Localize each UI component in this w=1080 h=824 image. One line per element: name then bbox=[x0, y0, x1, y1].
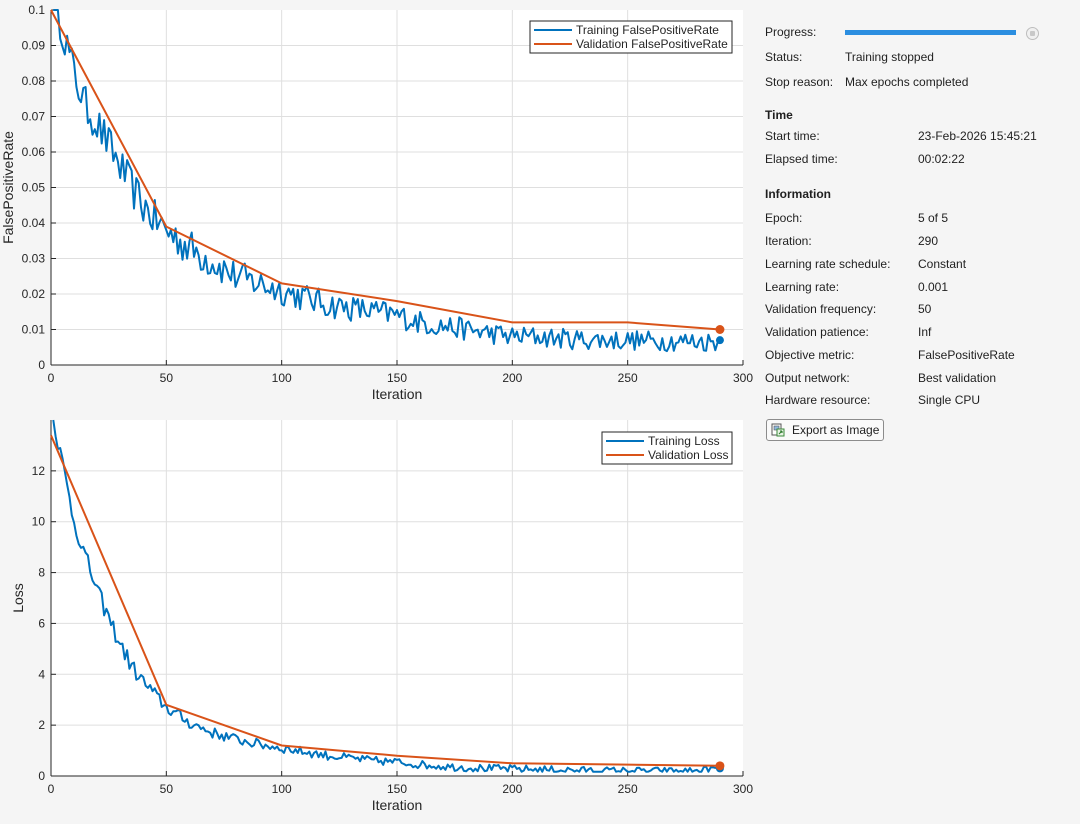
legend-box bbox=[601, 431, 733, 465]
x-tick-label: 0 bbox=[48, 371, 55, 385]
legend-validation-label: Validation FalsePositiveRate bbox=[576, 37, 728, 51]
export-as-image-button[interactable]: Export as Image bbox=[766, 419, 884, 441]
y-axis-label: FalsePositiveRate bbox=[0, 131, 16, 244]
training-series-line bbox=[52, 419, 721, 773]
y-tick-label: 0 bbox=[38, 769, 45, 783]
x-tick-label: 250 bbox=[618, 371, 638, 385]
elapsed-time-label: Elapsed time: bbox=[765, 152, 838, 166]
status-label: Status: bbox=[765, 50, 803, 64]
info-label: Objective metric: bbox=[765, 348, 855, 362]
info-label: Learning rate: bbox=[765, 280, 840, 294]
legend-box bbox=[529, 20, 733, 54]
y-tick-label: 0 bbox=[38, 358, 45, 372]
elapsed-time-value: 00:02:22 bbox=[918, 152, 965, 166]
y-tick-label: 0.07 bbox=[22, 110, 46, 124]
legend-training-label: Training FalsePositiveRate bbox=[576, 23, 719, 37]
x-tick-label: 300 bbox=[733, 782, 753, 796]
legend-validation-label: Validation Loss bbox=[648, 448, 729, 462]
y-tick-label: 10 bbox=[32, 515, 46, 529]
start-time-value: 23-Feb-2026 15:45:21 bbox=[918, 129, 1037, 143]
info-label: Validation patience: bbox=[765, 325, 869, 339]
y-tick-label: 0.05 bbox=[22, 181, 46, 195]
info-value: Constant bbox=[918, 257, 967, 271]
x-tick-label: 250 bbox=[618, 782, 638, 796]
validation-series-line bbox=[50, 434, 720, 767]
x-tick-label: 100 bbox=[272, 371, 292, 385]
validation-final-point bbox=[715, 761, 725, 771]
validation-series-line bbox=[50, 9, 720, 331]
info-value: 50 bbox=[918, 302, 932, 316]
y-axis-label: Loss bbox=[10, 583, 26, 613]
x-tick-label: 200 bbox=[502, 782, 522, 796]
info-label: Epoch: bbox=[765, 211, 803, 225]
stop-training-button[interactable] bbox=[1026, 27, 1039, 40]
progress-bar bbox=[845, 30, 1016, 35]
legend-training-label: Training Loss bbox=[648, 434, 720, 448]
y-tick-label: 0.03 bbox=[22, 252, 46, 266]
export-button-label: Export as Image bbox=[792, 423, 880, 437]
stop-reason-label: Stop reason: bbox=[765, 75, 834, 89]
info-label: Output network: bbox=[765, 371, 850, 385]
info-value: Best validation bbox=[918, 371, 997, 385]
loss-chart: 0 50 100 150 200 250 300 0 2 4 6 8 10 12 Iteration Loss… bbox=[10, 419, 753, 813]
info-value: 290 bbox=[918, 234, 939, 248]
y-tick-label: 0.04 bbox=[22, 216, 46, 230]
x-tick-label: 150 bbox=[387, 782, 407, 796]
y-tick-label: 0.09 bbox=[22, 39, 46, 53]
info-value: 0.001 bbox=[918, 280, 949, 294]
info-value: 5 of 5 bbox=[918, 211, 949, 225]
info-value: Single CPU bbox=[918, 393, 981, 407]
stop-reason-value: Max epochs completed bbox=[845, 75, 969, 89]
info-value: Inf bbox=[918, 325, 932, 339]
validation-final-point bbox=[715, 325, 725, 334]
x-axis-label: Iteration bbox=[372, 797, 423, 813]
x-tick-label: 50 bbox=[160, 782, 174, 796]
x-tick-label: 200 bbox=[502, 371, 522, 385]
y-tick-label: 0.08 bbox=[22, 74, 46, 88]
x-tick-label: 150 bbox=[387, 371, 407, 385]
info-label: Hardware resource: bbox=[765, 393, 871, 407]
training-final-point bbox=[715, 336, 724, 345]
info-label: Iteration: bbox=[765, 234, 812, 248]
y-tick-label: 0.1 bbox=[28, 3, 45, 17]
info-value: FalsePositiveRate bbox=[918, 348, 1015, 362]
x-tick-label: 300 bbox=[733, 371, 753, 385]
y-tick-label: 0.06 bbox=[22, 145, 46, 159]
start-time-label: Start time: bbox=[765, 129, 820, 143]
training-info-panel: Progress: Status: Training stopped Stop … bbox=[757, 0, 1080, 824]
y-tick-label: 4 bbox=[38, 667, 45, 681]
y-tick-label: 12 bbox=[32, 464, 46, 478]
x-tick-label: 100 bbox=[272, 782, 292, 796]
time-heading: Time bbox=[765, 108, 793, 122]
x-tick-label: 0 bbox=[48, 782, 55, 796]
progress-label: Progress: bbox=[765, 25, 817, 39]
x-axis-label: Iteration bbox=[372, 386, 423, 402]
info-label: Learning rate schedule: bbox=[765, 257, 891, 271]
y-tick-label: 8 bbox=[38, 566, 45, 580]
info-label: Validation frequency: bbox=[765, 302, 877, 316]
x-tick-label: 50 bbox=[160, 371, 174, 385]
y-tick-label: 6 bbox=[38, 616, 45, 630]
y-tick-label: 0.02 bbox=[22, 287, 46, 301]
status-value: Training stopped bbox=[845, 50, 934, 64]
export-image-icon bbox=[771, 423, 785, 437]
y-tick-label: 0.01 bbox=[22, 323, 46, 337]
false-positive-rate-chart: 0 50 100 150 200 250 300 0 0.01 0.02 0.03 0.04 0.05 0… bbox=[0, 3, 753, 402]
information-heading: Information bbox=[765, 187, 831, 201]
plots-area: 0 50 100 150 200 250 300 0 0.01 0.02 0.03 0.04 0.05 0… bbox=[0, 3, 753, 813]
y-tick-label: 2 bbox=[38, 718, 45, 732]
stop-icon bbox=[1030, 31, 1035, 36]
